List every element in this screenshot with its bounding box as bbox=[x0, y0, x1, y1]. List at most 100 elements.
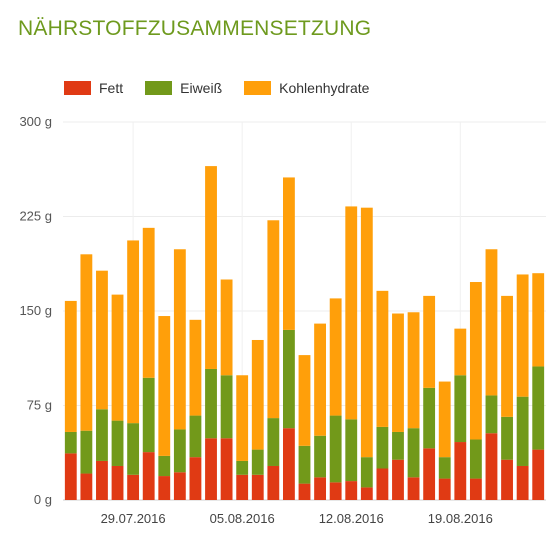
x-tick-label: 29.07.2016 bbox=[101, 511, 166, 526]
bar-eiweiss bbox=[392, 431, 404, 460]
bar-fett bbox=[111, 465, 124, 500]
bar-eiweiss bbox=[267, 418, 280, 466]
bar-kohlenhydrate bbox=[376, 290, 389, 427]
bar-eiweiss bbox=[205, 368, 217, 439]
bar-eiweiss bbox=[189, 415, 202, 458]
bar-kohlenhydrate bbox=[251, 339, 264, 450]
bar-kohlenhydrate bbox=[96, 270, 108, 410]
bar-eiweiss bbox=[80, 430, 93, 474]
bar-fett bbox=[407, 477, 420, 500]
bar-kohlenhydrate bbox=[360, 207, 373, 458]
legend-swatch-fett bbox=[64, 81, 91, 95]
bar-kohlenhydrate bbox=[345, 206, 358, 420]
bar-kohlenhydrate bbox=[158, 316, 171, 456]
bar-eiweiss bbox=[298, 445, 311, 484]
bar-kohlenhydrate bbox=[392, 313, 404, 432]
legend-label-kohlenhydrate: Kohlenhydrate bbox=[279, 80, 370, 96]
y-tick-label: 0 g bbox=[34, 492, 52, 507]
bar-eiweiss bbox=[329, 415, 342, 483]
bar-fett bbox=[158, 476, 171, 500]
x-tick-label: 05.08.2016 bbox=[210, 511, 275, 526]
bar-fett bbox=[282, 428, 295, 500]
bar-kohlenhydrate bbox=[516, 274, 529, 397]
bar-fett bbox=[64, 453, 77, 500]
bar-eiweiss bbox=[251, 449, 264, 475]
bar-fett bbox=[298, 483, 311, 500]
x-tick-label: 19.08.2016 bbox=[428, 511, 493, 526]
bar-kohlenhydrate bbox=[485, 249, 498, 396]
bar-eiweiss bbox=[64, 431, 77, 454]
bar-kohlenhydrate bbox=[407, 312, 420, 429]
bar-kohlenhydrate bbox=[80, 254, 93, 431]
bar-eiweiss bbox=[485, 395, 498, 434]
bar-fett bbox=[189, 457, 202, 500]
x-tick-label: 12.08.2016 bbox=[319, 511, 384, 526]
bar-kohlenhydrate bbox=[205, 166, 217, 369]
bar-kohlenhydrate bbox=[454, 328, 467, 376]
bar-fett bbox=[360, 487, 373, 500]
bar-kohlenhydrate bbox=[282, 177, 295, 330]
legend-swatch-kohlenhydrate bbox=[244, 81, 272, 95]
bar-fett bbox=[267, 465, 280, 500]
chart-title: NÄHRSTOFFZUSAMMENSETZUNG bbox=[18, 17, 372, 40]
bar-kohlenhydrate bbox=[173, 249, 186, 430]
bar-kohlenhydrate bbox=[314, 323, 327, 436]
y-tick-label: 225 g bbox=[19, 209, 52, 224]
bar-kohlenhydrate bbox=[111, 294, 124, 421]
legend-swatch-eiweiss bbox=[145, 81, 173, 95]
bar-eiweiss bbox=[158, 455, 171, 477]
legend: Fett Eiweiß Kohlenhydrate bbox=[64, 80, 391, 96]
bar-eiweiss bbox=[127, 423, 140, 475]
legend-label-fett: Fett bbox=[99, 80, 124, 96]
bar-kohlenhydrate bbox=[469, 282, 482, 440]
bar-fett bbox=[469, 478, 482, 500]
bar-kohlenhydrate bbox=[438, 381, 451, 458]
bar-fett bbox=[236, 474, 249, 500]
bar-kohlenhydrate bbox=[423, 295, 436, 388]
bar-fett bbox=[329, 482, 342, 500]
bar-fett bbox=[205, 438, 217, 500]
bar-kohlenhydrate bbox=[532, 273, 545, 367]
bar-fett bbox=[392, 459, 404, 500]
bar-kohlenhydrate bbox=[236, 375, 249, 461]
bar-eiweiss bbox=[314, 435, 327, 478]
bar-fett bbox=[423, 448, 436, 500]
bar-eiweiss bbox=[96, 409, 108, 461]
y-tick-label: 150 g bbox=[19, 303, 52, 318]
bar-eiweiss bbox=[407, 428, 420, 478]
bar-eiweiss bbox=[501, 416, 513, 460]
bar-fett bbox=[220, 438, 233, 500]
bar-kohlenhydrate bbox=[298, 355, 311, 446]
bar-eiweiss bbox=[220, 375, 233, 439]
bar-fett bbox=[438, 478, 451, 500]
bar-eiweiss bbox=[345, 419, 358, 482]
bar-fett bbox=[314, 477, 327, 500]
bar-kohlenhydrate bbox=[64, 300, 77, 432]
bar-fett bbox=[80, 473, 93, 500]
bar-eiweiss bbox=[282, 329, 295, 429]
bar-kohlenhydrate bbox=[267, 220, 280, 419]
bar-kohlenhydrate bbox=[501, 295, 513, 417]
bar-eiweiss bbox=[236, 460, 249, 475]
legend-item-eiweiss[interactable]: Eiweiß bbox=[145, 80, 222, 96]
bar-fett bbox=[345, 481, 358, 500]
bar-kohlenhydrate bbox=[189, 319, 202, 416]
bar-fett bbox=[532, 449, 545, 500]
bar-eiweiss bbox=[376, 426, 389, 469]
legend-label-eiweiss: Eiweiß bbox=[180, 80, 223, 96]
bar-eiweiss bbox=[360, 457, 373, 488]
legend-item-kohlenhydrate[interactable]: Kohlenhydrate bbox=[244, 80, 369, 96]
bar-kohlenhydrate bbox=[329, 298, 342, 416]
bar-eiweiss bbox=[469, 439, 482, 479]
bar-fett bbox=[501, 459, 513, 500]
bar-eiweiss bbox=[111, 420, 124, 466]
bar-kohlenhydrate bbox=[142, 227, 155, 378]
legend-item-fett[interactable]: Fett bbox=[64, 80, 123, 96]
bar-fett bbox=[127, 474, 140, 500]
bar-eiweiss bbox=[142, 377, 155, 453]
y-tick-label: 300 g bbox=[19, 114, 52, 129]
bar-fett bbox=[485, 433, 498, 500]
bar-kohlenhydrate bbox=[220, 279, 233, 376]
bar-eiweiss bbox=[516, 396, 529, 466]
